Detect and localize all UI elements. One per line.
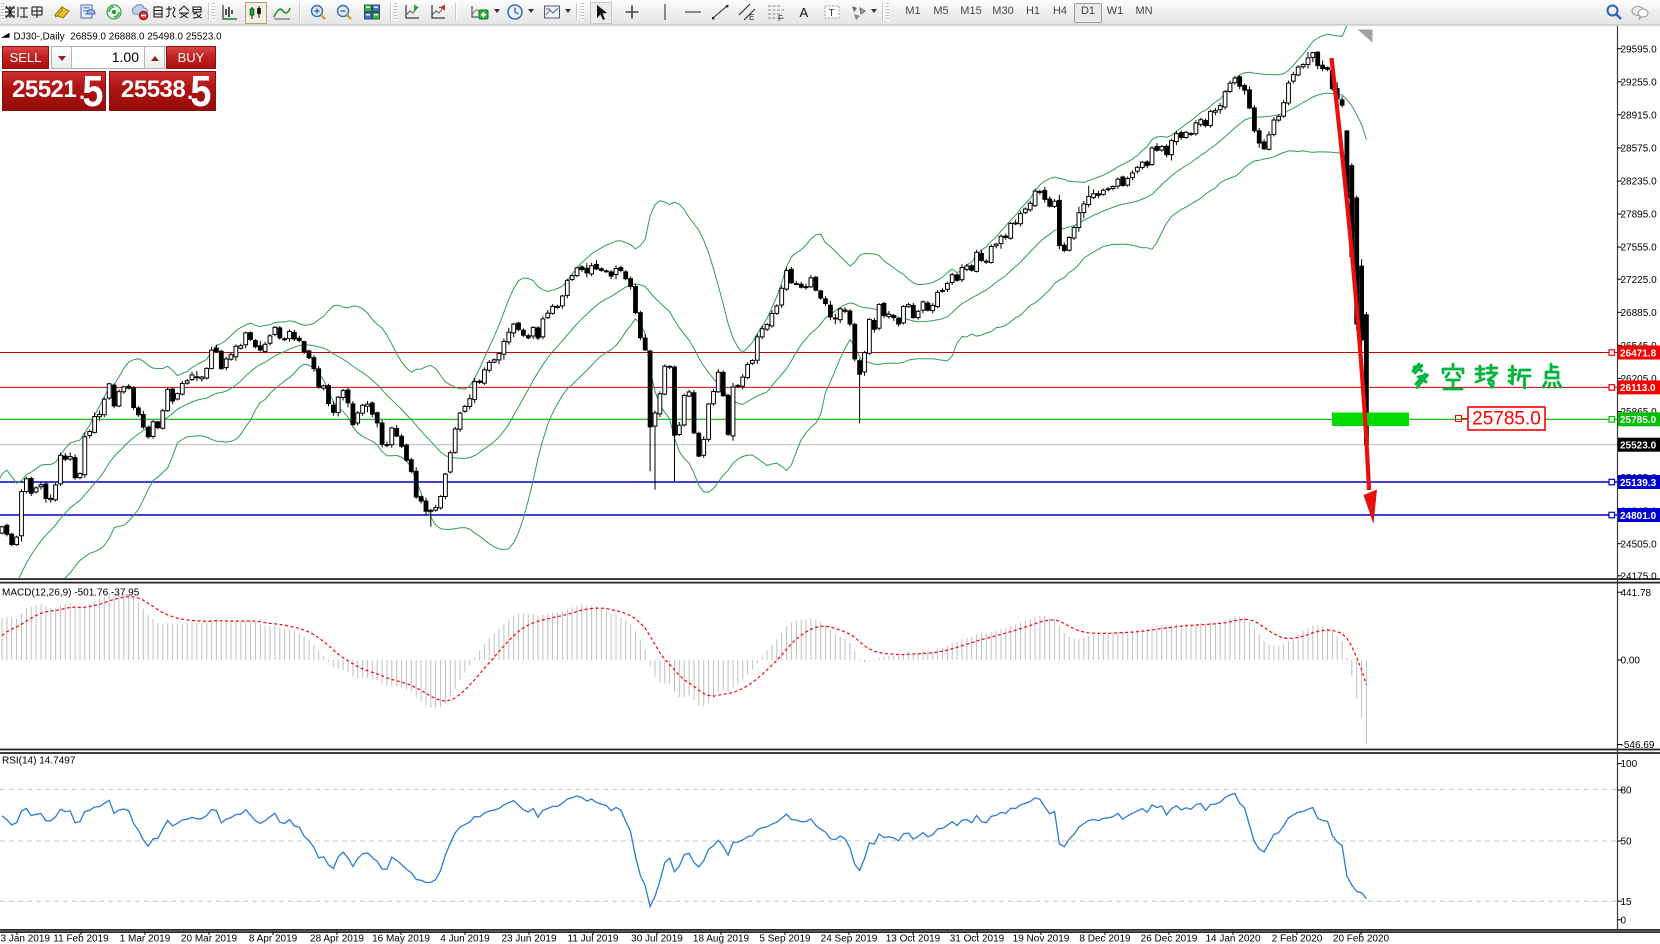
svg-text:8 Apr 2019: 8 Apr 2019 <box>249 934 298 944</box>
svg-text:F: F <box>778 14 783 22</box>
svg-text:29255.0: 29255.0 <box>1621 77 1658 88</box>
svg-text:20 Feb 2020: 20 Feb 2020 <box>1333 934 1390 944</box>
svg-text:0: 0 <box>1621 915 1627 926</box>
svg-text:25785.0: 25785.0 <box>1472 409 1541 430</box>
svg-text:24175.0: 24175.0 <box>1621 571 1658 582</box>
svg-text:26205.0: 26205.0 <box>1621 374 1658 385</box>
svg-text:18 Aug 2019: 18 Aug 2019 <box>693 934 750 944</box>
svg-text:MACD(12,26,9) -501.76 -37.95: MACD(12,26,9) -501.76 -37.95 <box>2 588 140 599</box>
svg-text:25785.0: 25785.0 <box>1620 415 1657 426</box>
svg-text:29595.0: 29595.0 <box>1621 44 1658 55</box>
svg-text:30 Jul 2019: 30 Jul 2019 <box>631 934 683 944</box>
svg-text:26885.0: 26885.0 <box>1621 308 1658 319</box>
svg-text:11 Feb 2019: 11 Feb 2019 <box>53 934 109 944</box>
svg-text:RSI(14) 14.7497: RSI(14) 14.7497 <box>2 756 76 767</box>
svg-text:27895.0: 27895.0 <box>1621 210 1658 221</box>
svg-text:19 Nov 2019: 19 Nov 2019 <box>1013 934 1070 944</box>
svg-text:14 Jan 2020: 14 Jan 2020 <box>1205 934 1260 944</box>
svg-text:80: 80 <box>1621 786 1633 797</box>
svg-text:23 Jun 2019: 23 Jun 2019 <box>501 934 556 944</box>
svg-text:DJ30-,Daily 26859.0 26888.0 2: DJ30-,Daily 26859.0 26888.0 25498.0 2552… <box>14 32 223 43</box>
svg-text:20 Mar 2019: 20 Mar 2019 <box>181 934 238 944</box>
svg-text:8 Dec 2019: 8 Dec 2019 <box>1079 934 1131 944</box>
svg-text:28235.0: 28235.0 <box>1621 177 1658 188</box>
svg-text:27555.0: 27555.0 <box>1621 243 1658 254</box>
svg-text:27225.0: 27225.0 <box>1621 275 1658 286</box>
svg-text:28575.0: 28575.0 <box>1621 144 1658 155</box>
svg-text:13 Oct 2019: 13 Oct 2019 <box>886 934 941 944</box>
svg-text:15: 15 <box>1621 897 1633 908</box>
svg-text:24 Sep 2019: 24 Sep 2019 <box>821 934 878 944</box>
svg-text:26113.0: 26113.0 <box>1620 383 1656 394</box>
svg-text:5 Sep 2019: 5 Sep 2019 <box>759 934 811 944</box>
svg-text:26 Dec 2019: 26 Dec 2019 <box>1141 934 1198 944</box>
svg-text:-546.69: -546.69 <box>1621 740 1655 751</box>
svg-text:4 Jun 2019: 4 Jun 2019 <box>440 934 490 944</box>
svg-text:E: E <box>749 13 754 22</box>
svg-text:28 Apr 2019: 28 Apr 2019 <box>310 934 364 944</box>
svg-text:3 Jan 2019: 3 Jan 2019 <box>1 934 51 944</box>
svg-text:28915.0: 28915.0 <box>1621 110 1658 121</box>
svg-text:11 Jul 2019: 11 Jul 2019 <box>568 934 619 944</box>
svg-text:100: 100 <box>1621 759 1638 770</box>
svg-text:25523.0: 25523.0 <box>1620 441 1657 452</box>
svg-text:2 Feb 2020: 2 Feb 2020 <box>1272 934 1323 944</box>
svg-text:A: A <box>800 5 809 20</box>
svg-text:T: T <box>829 8 835 19</box>
svg-text:0.00: 0.00 <box>1621 656 1641 667</box>
svg-text:441.78: 441.78 <box>1621 588 1652 599</box>
svg-text:50: 50 <box>1621 837 1633 848</box>
svg-text:24801.0: 24801.0 <box>1620 511 1657 522</box>
svg-text:1 Mar 2019: 1 Mar 2019 <box>120 934 171 944</box>
svg-text:31 Oct 2019: 31 Oct 2019 <box>950 934 1005 944</box>
svg-text:25139.3: 25139.3 <box>1620 478 1657 489</box>
svg-text:16 May 2019: 16 May 2019 <box>372 934 430 944</box>
svg-text:26471.8: 26471.8 <box>1620 348 1657 359</box>
svg-text:24505.0: 24505.0 <box>1621 539 1658 550</box>
